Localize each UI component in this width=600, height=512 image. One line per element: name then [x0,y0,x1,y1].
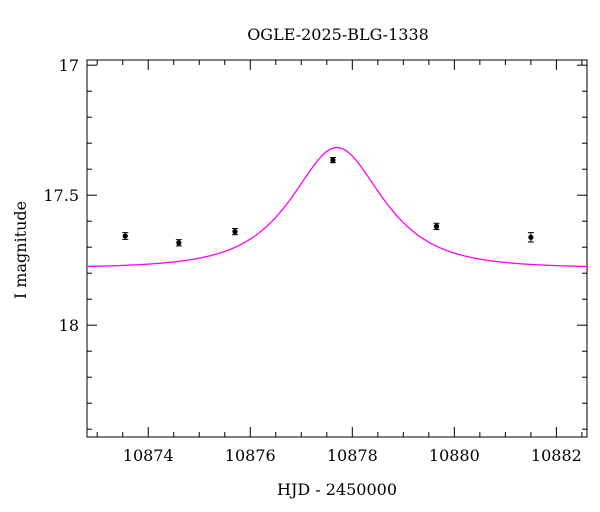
x-tick-label: 10878 [327,446,378,465]
data-point [527,232,534,243]
x-tick-label: 10882 [531,446,582,465]
data-point [433,222,440,231]
plot-frame [86,59,588,438]
point-marker [232,229,238,235]
data-points [122,157,534,247]
point-marker [528,234,534,240]
data-point [231,227,238,236]
y-axis-ticks: 17 17.5 18 [43,56,587,430]
point-marker [330,157,336,163]
y-tick-label: 17 [59,56,79,75]
model-curve [86,146,588,268]
y-tick-label: 17.5 [43,186,79,205]
point-marker [433,223,440,229]
chart-title: OGLE-2025-BLG-1338 [247,25,429,44]
point-marker [122,233,128,239]
data-point [122,232,129,240]
point-marker [176,240,182,246]
x-tick-label: 10874 [123,446,174,465]
y-axis-label: I magnitude [11,201,30,299]
data-point [329,157,336,164]
data-point [175,239,182,247]
y-tick-label: 18 [59,316,79,335]
x-tick-label: 10880 [429,446,480,465]
x-tick-label: 10876 [225,446,276,465]
x-axis-ticks: 10874 10876 10878 10880 10882 [96,60,583,465]
x-axis-label: HJD - 2450000 [277,480,397,499]
